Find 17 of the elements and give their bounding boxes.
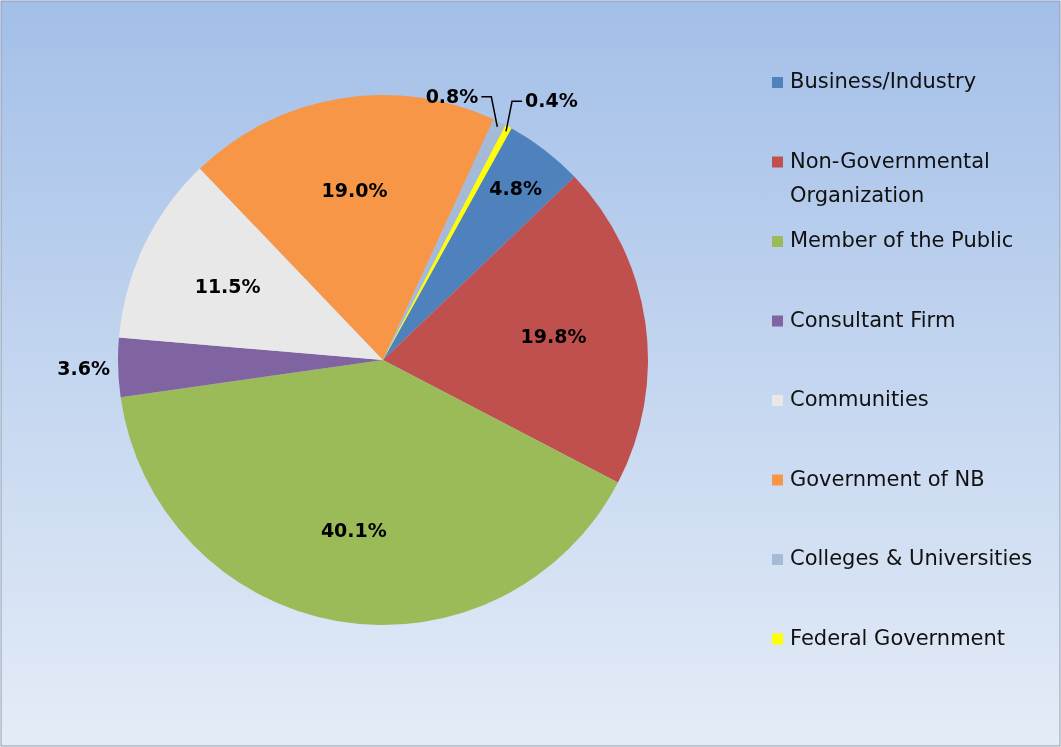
data-label: 11.5% xyxy=(194,274,261,297)
legend-label: Member of the Public xyxy=(790,228,1014,252)
legend-label: Communities xyxy=(790,387,929,411)
legend-label: Non-Governmental Organization xyxy=(790,148,990,207)
data-label: 19.8% xyxy=(520,324,587,347)
legend-label: Government of NB xyxy=(790,466,985,491)
data-label: 0.8% xyxy=(425,84,479,107)
legend-label: Consultant Firm xyxy=(790,307,956,332)
data-label: 3.6% xyxy=(57,357,111,380)
legend-label: Business/Industry xyxy=(790,69,977,93)
data-label: 0.4% xyxy=(525,89,578,112)
data-label: 40.1% xyxy=(320,518,387,541)
data-label: 4.8% xyxy=(489,176,543,199)
data-label: 19.0% xyxy=(321,179,388,202)
legend-label: Federal Government xyxy=(790,625,1006,650)
pie-slice xyxy=(120,360,618,625)
legend-label: Colleges & Universities xyxy=(790,546,1033,570)
